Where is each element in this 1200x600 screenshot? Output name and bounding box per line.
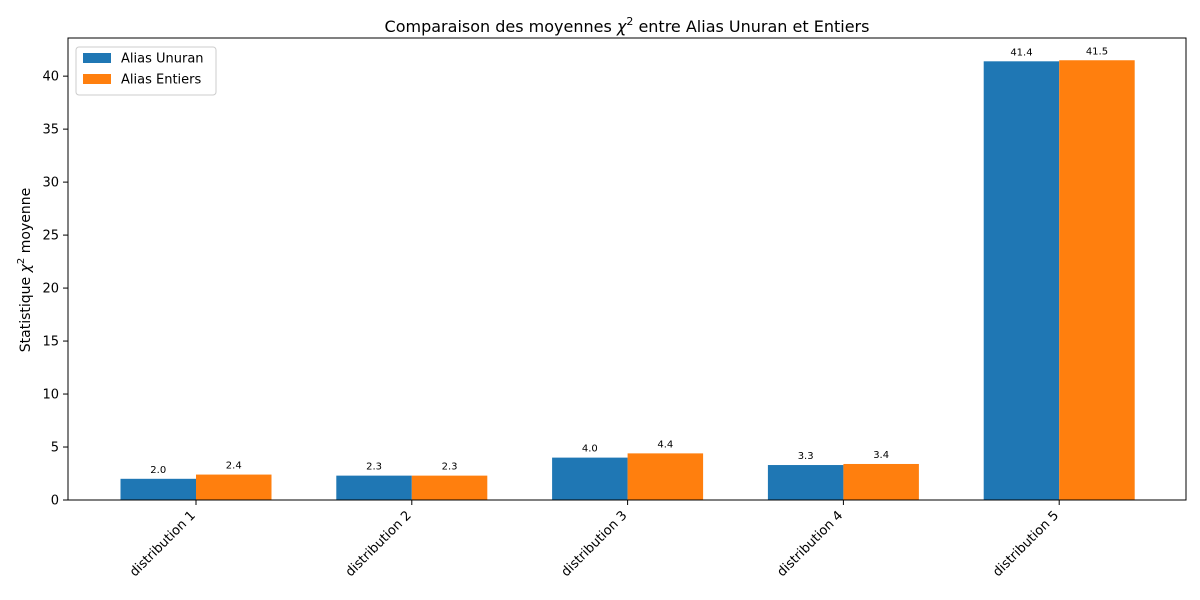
data-label: 4.4	[657, 439, 673, 450]
legend-swatch	[83, 74, 111, 84]
y-tick-label: 0	[51, 494, 59, 509]
data-label: 4.0	[582, 444, 598, 455]
data-label: 2.3	[442, 462, 458, 473]
y-tick-label: 5	[51, 441, 59, 456]
bar-alias-unuran-3	[552, 457, 628, 500]
bar-alias-entiers-4	[843, 463, 919, 500]
bar-alias-unuran-1	[120, 478, 196, 500]
bar-alias-unuran-2	[336, 475, 412, 500]
data-label: 3.4	[873, 450, 889, 461]
ylabel-superscript: 2	[16, 258, 27, 264]
y-tick-label: 15	[42, 335, 59, 350]
bar-alias-entiers-2	[411, 475, 488, 500]
data-label: 2.0	[150, 465, 166, 476]
chart-title: Comparaison des moyennes χ2 entre Alias …	[385, 15, 870, 36]
legend-label: Alias Entiers	[121, 73, 201, 88]
x-tick-label: distribution 2	[343, 508, 415, 580]
y-axis-label: Statistique χ2 moyenne	[16, 188, 34, 352]
x-tick-label: distribution 5	[990, 508, 1062, 580]
ylabel-chi-symbol: χ	[18, 263, 34, 273]
x-tick-label: distribution 1	[127, 508, 199, 580]
y-tick-label: 20	[42, 282, 59, 297]
y-tick-label: 40	[42, 70, 59, 85]
legend-label: Alias Unuran	[121, 52, 204, 67]
data-label: 2.3	[366, 462, 382, 473]
y-tick-label: 35	[42, 123, 59, 138]
x-tick-label: distribution 3	[559, 508, 631, 580]
bar-alias-unuran-5	[983, 61, 1060, 501]
plot-frame	[67, 37, 1187, 501]
y-tick-label: 30	[42, 176, 59, 191]
legend: Alias Unuran Alias Entiers	[75, 46, 217, 96]
bar-alias-entiers-5	[1059, 60, 1135, 501]
data-label: 41.4	[1010, 47, 1032, 58]
legend-swatch	[83, 53, 111, 63]
title-chi-symbol: χ	[616, 17, 627, 36]
bar-alias-entiers-1	[196, 474, 272, 500]
ylabel-text-end: moyenne	[18, 188, 34, 258]
title-text: Comparaison des moyennes	[385, 17, 617, 36]
bar-alias-unuran-4	[767, 465, 844, 500]
x-tick-label: distribution 4	[774, 508, 846, 580]
data-label: 3.3	[798, 451, 814, 462]
bar-alias-entiers-3	[627, 453, 704, 500]
title-superscript: 2	[626, 15, 633, 28]
title-text-end: entre Alias Unuran et Entiers	[633, 17, 869, 36]
ylabel-text: Statistique	[18, 272, 34, 352]
data-label: 41.5	[1086, 46, 1108, 57]
data-label: 2.4	[226, 461, 242, 472]
y-tick-label: 10	[42, 388, 59, 403]
y-tick-label: 25	[42, 229, 59, 244]
bars-layer: 2.0 2.4 2.3 2.3 4.0 4.4 3.3 3.4 41.4 41.5	[120, 46, 1135, 501]
